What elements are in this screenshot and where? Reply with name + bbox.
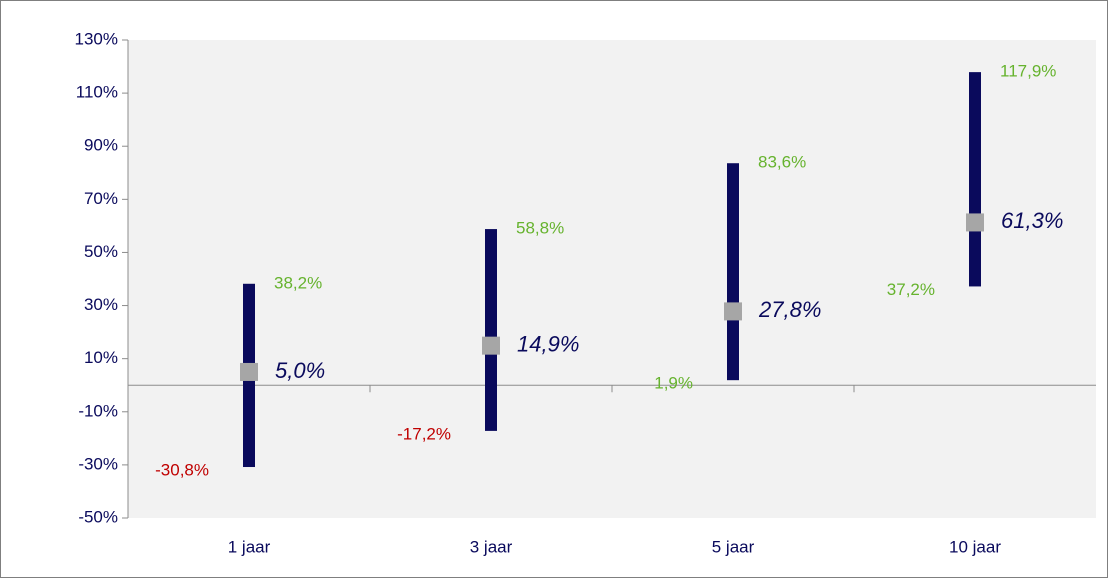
mid-marker (240, 362, 258, 381)
high-label: 83,6% (758, 153, 806, 172)
plot-area (128, 40, 1096, 518)
y-tick-label: 10% (84, 348, 118, 367)
mid-label: 5,0% (275, 358, 325, 383)
y-tick-label: 130% (75, 29, 118, 48)
mid-label: 14,9% (517, 331, 579, 356)
mid-label: 61,3% (1001, 208, 1063, 233)
y-tick-label: 30% (84, 295, 118, 314)
range-bar (727, 163, 739, 381)
x-tick-label: 3 jaar (470, 537, 513, 556)
y-tick-label: 90% (84, 136, 118, 155)
high-label: 58,8% (516, 219, 564, 238)
mid-label: 27,8% (758, 297, 821, 322)
mid-marker (482, 336, 500, 355)
x-tick-label: 5 jaar (712, 537, 755, 556)
y-tick-label: 110% (76, 83, 118, 102)
range-bar (969, 72, 981, 287)
high-label: 117,9% (1000, 62, 1056, 81)
y-tick-label: -10% (78, 401, 118, 420)
low-label: 1,9% (654, 374, 693, 393)
range-bar (485, 229, 497, 431)
mid-marker (966, 213, 984, 232)
y-tick-label: -50% (78, 507, 118, 526)
low-label: -30,8% (155, 460, 209, 479)
low-label: -17,2% (397, 424, 451, 443)
y-tick-label: -30% (78, 454, 118, 473)
low-label: 37,2% (887, 280, 935, 299)
x-tick-label: 1 jaar (228, 537, 271, 556)
high-label: 38,2% (274, 273, 322, 292)
mid-marker (724, 302, 742, 321)
y-tick-label: 50% (84, 242, 118, 261)
y-tick-label: 70% (84, 189, 118, 208)
x-tick-label: 10 jaar (949, 537, 1001, 556)
